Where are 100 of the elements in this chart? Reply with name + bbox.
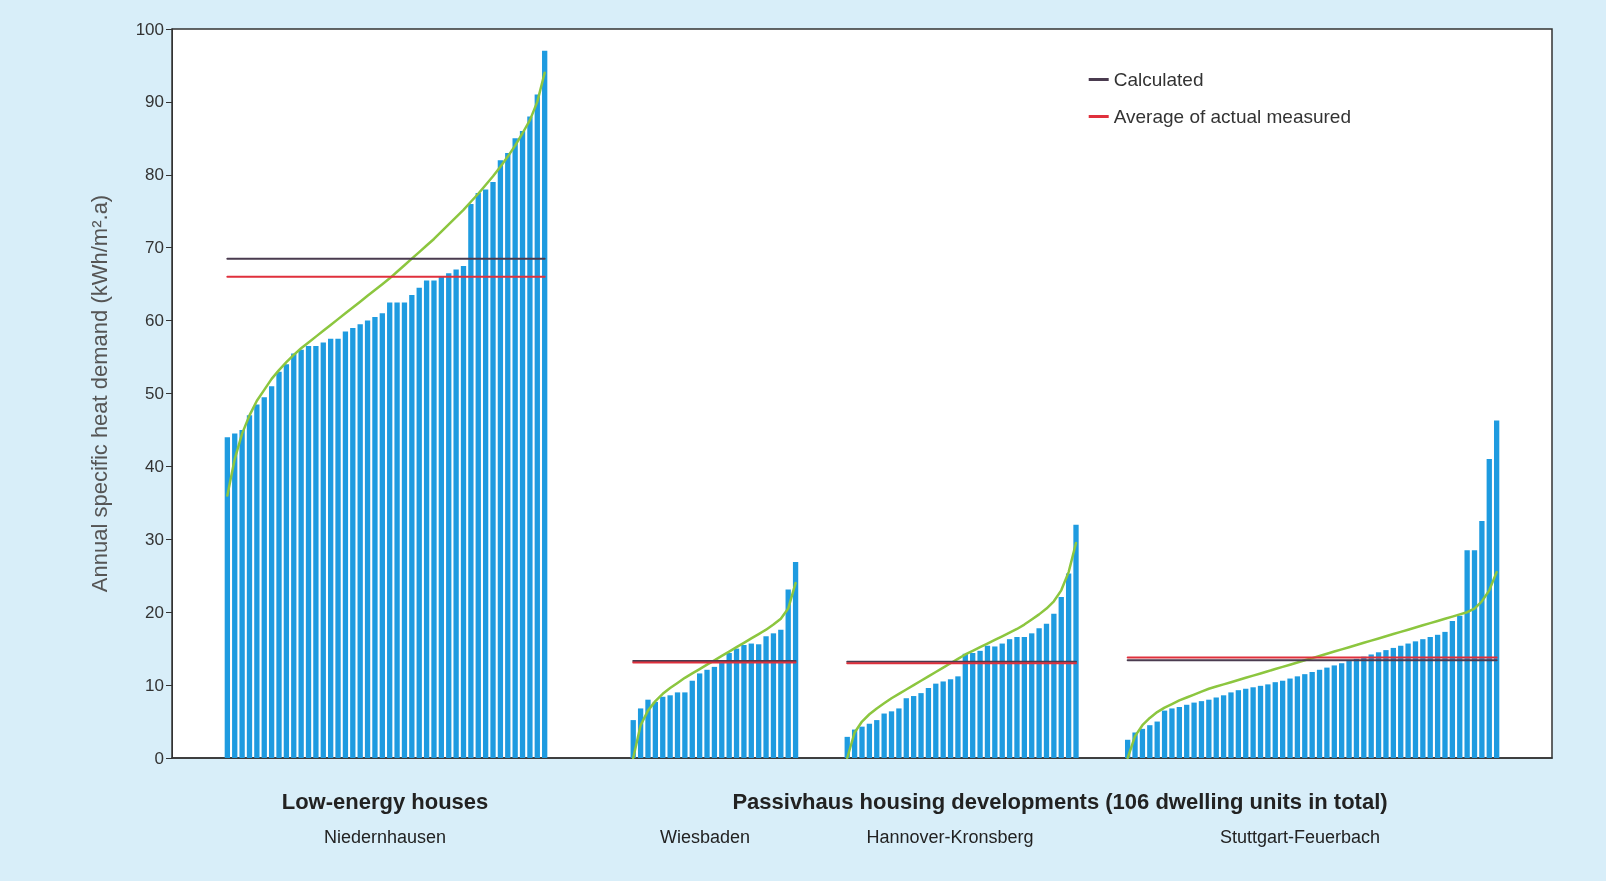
bar <box>888 711 895 758</box>
bar <box>320 342 326 758</box>
bar <box>423 280 430 758</box>
bar <box>246 415 253 758</box>
bar <box>283 364 290 758</box>
bar <box>512 138 518 758</box>
bar <box>652 701 659 758</box>
bar <box>1257 685 1264 758</box>
bar <box>438 276 445 758</box>
bar <box>1191 702 1197 758</box>
y-tick-label: 30 <box>145 529 164 549</box>
y-axis-title: Annual specific heat demand (kWh/m².a) <box>86 194 112 593</box>
text: Stuttgart-Feuerbach <box>1219 827 1381 847</box>
bar <box>704 669 710 758</box>
bar <box>1029 633 1035 758</box>
bar <box>1169 708 1175 758</box>
bar <box>224 437 230 758</box>
bar <box>1176 706 1182 758</box>
bar <box>1073 524 1079 758</box>
bar <box>1014 636 1020 758</box>
bar <box>416 287 422 758</box>
bar <box>741 645 747 758</box>
bar <box>748 643 754 758</box>
bar <box>1228 692 1234 758</box>
bar <box>357 324 363 758</box>
bar <box>770 633 777 758</box>
bar <box>379 313 385 758</box>
bar <box>446 273 452 758</box>
bar <box>733 648 740 758</box>
bar <box>305 346 312 758</box>
bar <box>1184 704 1190 758</box>
bar <box>468 203 474 758</box>
bar <box>1220 695 1227 758</box>
bar <box>1235 690 1242 758</box>
bar <box>1065 573 1072 758</box>
bar <box>874 720 880 758</box>
bar <box>1420 639 1426 758</box>
bar <box>925 688 932 758</box>
y-tick-label: 70 <box>145 238 164 258</box>
text: Passivhaus housing developments (106 dwelling units in total) <box>732 788 1388 814</box>
bar <box>859 726 865 758</box>
bar <box>1331 665 1337 758</box>
bar <box>763 636 769 758</box>
bar <box>490 182 496 758</box>
bar <box>387 302 393 758</box>
bar <box>1383 650 1389 758</box>
bar <box>1265 684 1271 758</box>
bar <box>674 692 681 758</box>
bar <box>1147 725 1153 758</box>
bar <box>335 338 341 758</box>
bar <box>1457 615 1463 758</box>
bar <box>1287 678 1293 758</box>
bar <box>261 397 267 758</box>
bar <box>1449 620 1456 758</box>
bar <box>645 699 651 758</box>
bar <box>328 338 334 758</box>
bar <box>519 131 526 758</box>
bar <box>970 653 976 758</box>
bar <box>1486 459 1492 758</box>
bar <box>1368 654 1374 758</box>
bar <box>534 94 540 758</box>
bar <box>689 680 695 758</box>
bar <box>1302 674 1308 758</box>
bar <box>1324 667 1330 758</box>
bar <box>364 320 371 758</box>
y-tick-label: 60 <box>145 311 164 331</box>
bar <box>992 646 998 758</box>
bar <box>1398 645 1404 758</box>
bar <box>394 302 400 758</box>
bar <box>1021 636 1028 758</box>
bar <box>696 673 703 758</box>
bar <box>342 331 349 758</box>
bar <box>1213 697 1219 758</box>
bar <box>1339 663 1345 758</box>
bar <box>1479 521 1485 758</box>
y-tick-label: 100 <box>135 19 164 39</box>
bar <box>505 152 511 758</box>
text: Hannover-Kronsberg <box>866 827 1034 847</box>
y-tick-label: 10 <box>145 675 164 695</box>
bar <box>268 386 275 758</box>
text: Low-energy houses <box>281 788 489 814</box>
y-tick-label: 20 <box>145 602 164 622</box>
bar <box>239 429 245 758</box>
y-tick-label: 40 <box>145 456 164 476</box>
bar <box>276 371 282 758</box>
legend-label: Calculated <box>1113 69 1204 90</box>
bar <box>1471 550 1478 758</box>
bar <box>1139 728 1146 758</box>
bar <box>1464 550 1470 758</box>
bar <box>792 561 799 758</box>
bar <box>1361 656 1367 758</box>
bar <box>453 269 459 758</box>
bar <box>940 681 946 758</box>
bar <box>1051 613 1057 758</box>
bar <box>1279 680 1286 758</box>
bar <box>372 316 378 758</box>
legend-label: Average of actual measured <box>1113 106 1351 127</box>
bar <box>460 265 467 758</box>
bar <box>756 644 762 758</box>
bar <box>999 643 1005 758</box>
